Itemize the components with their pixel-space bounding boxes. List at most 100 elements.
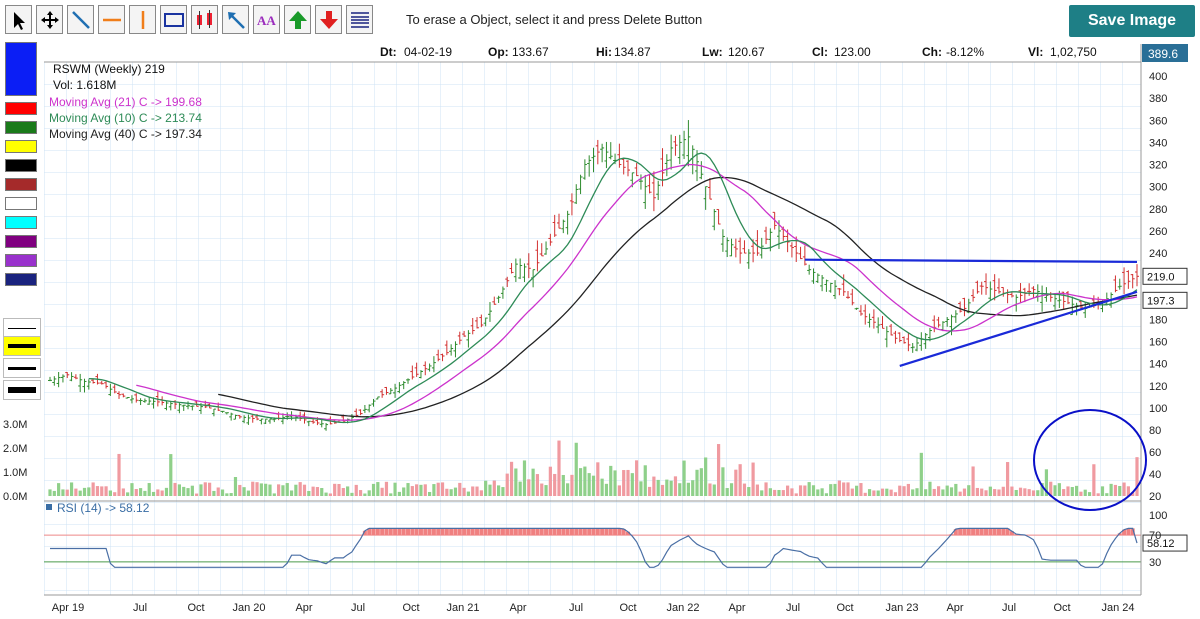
volume-bar [691, 480, 695, 496]
volume-bar [673, 476, 678, 496]
moving-averages [88, 152, 1138, 424]
volume-bar [393, 482, 397, 496]
volume-bar [751, 462, 755, 496]
palette-swatch[interactable] [5, 273, 37, 286]
volume-bar [760, 490, 764, 496]
time-axis-label: Jul [351, 602, 365, 614]
arrow-line-tool[interactable] [222, 5, 249, 34]
time-axis-label: Oct [619, 602, 636, 614]
volume-bar [195, 493, 199, 496]
oscillator-axis-tick: 80 [1149, 425, 1161, 437]
svg-text:AA: AA [257, 13, 276, 28]
volume-bar [333, 483, 337, 496]
volume-bar [764, 482, 768, 496]
volume-bar [1092, 464, 1096, 496]
trend-line-tool[interactable] [67, 5, 94, 34]
time-axis-label: Oct [836, 602, 853, 614]
volume-bar [186, 488, 190, 496]
volume-bar [906, 483, 910, 496]
volume-bar [656, 479, 660, 496]
volume-bar [734, 469, 738, 496]
palette-swatch[interactable] [5, 178, 37, 191]
volume-bar [522, 460, 527, 496]
volume-bar [479, 490, 483, 496]
volume-bar [1001, 486, 1005, 496]
trendline-1[interactable] [899, 290, 1138, 367]
line-style-medium[interactable] [3, 358, 41, 378]
volume-bar [160, 490, 164, 496]
palette-swatch[interactable] [5, 140, 37, 153]
candles-tool[interactable] [191, 5, 218, 34]
volume-bar [609, 465, 613, 496]
volume-bar [328, 493, 332, 496]
volume-bar [798, 485, 803, 496]
rectangle-tool[interactable] [160, 5, 187, 34]
volume-bar [1066, 486, 1070, 496]
palette-swatch[interactable] [5, 216, 37, 229]
volume-bar [57, 483, 61, 496]
save-image-button[interactable]: Save Image [1069, 5, 1195, 37]
volume-bar [975, 487, 980, 496]
trendline-2[interactable] [804, 258, 1138, 264]
volume-bar [997, 489, 1001, 496]
ohlc-close: 123.00 [834, 45, 871, 59]
volume-bar [643, 465, 647, 496]
highlight-circle[interactable] [1033, 409, 1147, 511]
volume-bar [712, 484, 716, 496]
volume-bar [725, 488, 729, 496]
palette-swatch[interactable] [5, 121, 37, 134]
palette-swatch-selected[interactable] [5, 42, 37, 96]
ma-price-tag-text: 197.3 [1147, 295, 1175, 307]
up-arrow-tool[interactable] [284, 5, 311, 34]
vertical-line-tool[interactable] [129, 5, 156, 34]
pointer-tool[interactable] [5, 5, 32, 34]
volume-bar [1070, 487, 1074, 496]
volume-bar [945, 485, 949, 496]
down-arrow-tool[interactable] [315, 5, 342, 34]
volume-bar [164, 487, 169, 496]
line-style-thick-yellow[interactable] [3, 336, 41, 356]
palette-swatch[interactable] [5, 102, 37, 115]
time-axis-label: Oct [187, 602, 204, 614]
ohlc-open: 133.67 [512, 45, 549, 59]
volume-bar [708, 483, 712, 496]
fib-lines-icon [350, 11, 369, 28]
palette-swatch[interactable] [5, 197, 37, 210]
line-style-thick[interactable] [3, 380, 41, 400]
top-value-tag [1142, 44, 1188, 62]
volume-bar [436, 482, 440, 496]
palette-swatch[interactable] [5, 254, 37, 267]
price-axis-tick: 360 [1149, 115, 1167, 127]
volume-bar [212, 490, 216, 496]
legend-title: RSWM (Weekly) 219 [53, 62, 165, 76]
fib-lines-tool[interactable] [346, 5, 373, 34]
volume-bar [1100, 486, 1105, 496]
volume-bar [419, 484, 423, 496]
volume-bar [138, 488, 143, 496]
volume-bar [1079, 491, 1083, 496]
volume-bar [1087, 492, 1092, 496]
volume-bar [716, 444, 721, 496]
volume-bar [915, 488, 919, 496]
palette-swatch[interactable] [5, 235, 37, 248]
volume-bar [729, 483, 734, 496]
price-axis-tick: 380 [1149, 93, 1167, 105]
volume-bar [630, 473, 634, 496]
price-axis-tick: 400 [1149, 71, 1167, 83]
down-arrow-icon [319, 10, 338, 29]
volume-bar [190, 485, 194, 496]
horizontal-line-icon [102, 18, 121, 21]
time-axis-label: Jan 24 [1101, 602, 1134, 614]
horizontal-line-tool[interactable] [98, 5, 125, 34]
text-tool[interactable]: AA [253, 5, 280, 34]
legend-ma40: Moving Avg (40) C -> 197.34 [49, 127, 202, 141]
volume-bar [527, 479, 531, 496]
rsi-legend-swatch [46, 504, 52, 510]
line-style-thin[interactable] [3, 318, 41, 338]
rsi-value-tag-text: 58.12 [1147, 538, 1175, 550]
volume-bar [320, 488, 324, 496]
move-tool[interactable] [36, 5, 63, 34]
drawn-objects[interactable] [804, 258, 1138, 367]
palette-swatch[interactable] [5, 159, 37, 172]
